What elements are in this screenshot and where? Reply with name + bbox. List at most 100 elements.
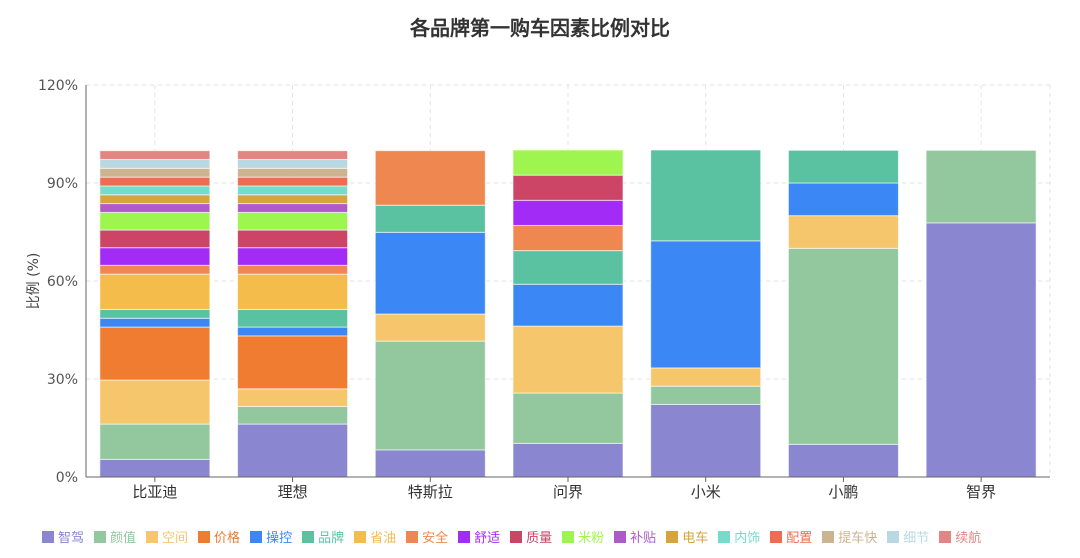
- legend-item[interactable]: 智驾: [42, 527, 84, 546]
- legend-item[interactable]: 配置: [770, 527, 812, 546]
- bar-segment-电车: [237, 194, 349, 205]
- bar-segment-空间: [787, 215, 899, 249]
- bar-segment-空间: [650, 367, 762, 387]
- bar-segment-品牌: [787, 149, 899, 184]
- legend-label: 省油: [370, 531, 397, 546]
- bar-segment-补贴: [237, 203, 349, 213]
- x-tick-label: 比亚迪: [132, 483, 177, 501]
- legend-label: 空间: [162, 531, 189, 546]
- y-tick-label: 90%: [47, 176, 78, 192]
- bar-segment-米粉: [237, 211, 349, 231]
- bar-segment-舒适: [99, 247, 211, 266]
- legend-item[interactable]: 空间: [146, 527, 188, 546]
- bar-segment-颜值: [925, 149, 1037, 224]
- legend-label: 电车: [682, 531, 709, 546]
- bar-segment-颜值: [512, 392, 624, 444]
- x-tick-label: 智界: [966, 483, 996, 501]
- bar-segment-空间: [237, 388, 349, 407]
- x-tick-label: 小鹏: [828, 483, 858, 501]
- legend-item[interactable]: 内饰: [718, 527, 760, 546]
- bar-segment-品牌: [237, 308, 349, 328]
- legend-swatch: [406, 530, 419, 543]
- legend-item[interactable]: 操控: [250, 527, 292, 546]
- bar-segment-安全: [374, 150, 486, 206]
- bar-segment-操控: [237, 326, 349, 337]
- legend-swatch: [614, 530, 627, 543]
- legend-label: 提车快: [838, 531, 878, 546]
- legend-label: 补贴: [630, 531, 657, 546]
- y-tick-label: 60%: [47, 274, 78, 290]
- legend-item[interactable]: 细节: [887, 527, 929, 546]
- bar-segment-质量: [237, 229, 349, 249]
- legend-item[interactable]: 米粉: [562, 527, 604, 546]
- bar-segment-质量: [99, 229, 211, 249]
- legend-swatch: [718, 530, 731, 543]
- legend-swatch: [354, 530, 367, 543]
- legend-item[interactable]: 价格: [198, 527, 240, 546]
- legend-item[interactable]: 颜值: [94, 527, 136, 546]
- legend-item[interactable]: 电车: [666, 527, 708, 546]
- legend-label: 米粉: [578, 531, 605, 546]
- bar-segment-安全: [99, 264, 211, 275]
- bar-segment-颜值: [237, 405, 349, 425]
- legend-item[interactable]: 舒适: [458, 527, 500, 546]
- legend-swatch: [939, 530, 952, 543]
- bar-segment-质量: [512, 174, 624, 201]
- legend-swatch: [510, 530, 523, 543]
- legend-label: 续航: [955, 531, 982, 546]
- legend-swatch: [198, 530, 211, 543]
- legend-item[interactable]: 安全: [406, 527, 448, 546]
- legend-item[interactable]: 质量: [510, 527, 552, 546]
- legend-swatch: [42, 530, 54, 543]
- bar-segment-品牌: [374, 204, 486, 233]
- bar-segment-颜值: [650, 385, 762, 405]
- bar-segment-细节: [237, 158, 349, 169]
- bar-segment-智驾: [650, 403, 762, 478]
- bar-segment-米粉: [99, 211, 211, 231]
- bar-segment-操控: [650, 240, 762, 369]
- y-tick-label: 120%: [38, 78, 78, 94]
- legend-item[interactable]: 品牌: [302, 527, 344, 546]
- bar-segment-价格: [99, 326, 211, 381]
- legend-swatch: [94, 530, 107, 543]
- bar-segment-安全: [237, 264, 349, 275]
- bar-segment-颜值: [787, 247, 899, 445]
- legend-swatch: [822, 530, 835, 543]
- legend-label: 颜值: [110, 531, 137, 546]
- y-tick-label: 30%: [47, 372, 78, 388]
- legend-label: 配置: [786, 531, 813, 546]
- bar-segment-智驾: [925, 222, 1037, 478]
- legend-swatch: [887, 530, 900, 543]
- legend-label: 安全: [422, 531, 449, 546]
- legend-item[interactable]: 提车快: [822, 527, 877, 546]
- bar-segment-操控: [512, 283, 624, 327]
- bar-segment-细节: [99, 158, 211, 169]
- bar-segment-电车: [99, 194, 211, 205]
- legend-swatch: [666, 530, 679, 543]
- bar-segment-内饰: [237, 185, 349, 196]
- legend-swatch: [146, 530, 159, 543]
- bar-segment-提车快: [237, 167, 349, 178]
- bar-segment-补贴: [99, 203, 211, 213]
- bar-segment-品牌: [650, 149, 762, 242]
- legend-item[interactable]: 续航: [939, 527, 981, 546]
- legend-swatch: [770, 530, 783, 543]
- legend-label: 品牌: [318, 531, 345, 546]
- bar-segment-空间: [99, 379, 211, 425]
- bar-segment-舒适: [237, 247, 349, 266]
- y-axis-label: 比例 (%): [26, 253, 42, 310]
- bar-segment-智驾: [512, 442, 624, 478]
- legend-item[interactable]: 补贴: [614, 527, 656, 546]
- legend-swatch: [250, 530, 263, 543]
- y-tick-label: 0%: [56, 470, 78, 486]
- legend-label: 质量: [526, 531, 553, 546]
- bar-segment-提车快: [99, 167, 211, 178]
- bar-segment-省油: [237, 273, 349, 310]
- bar-segment-智驾: [787, 443, 899, 478]
- bar-segment-配置: [237, 176, 349, 187]
- x-tick-label: 理想: [278, 483, 308, 501]
- bar-segment-续航: [237, 150, 349, 160]
- legend-item[interactable]: 省油: [354, 527, 396, 546]
- bar-segment-品牌: [99, 308, 211, 319]
